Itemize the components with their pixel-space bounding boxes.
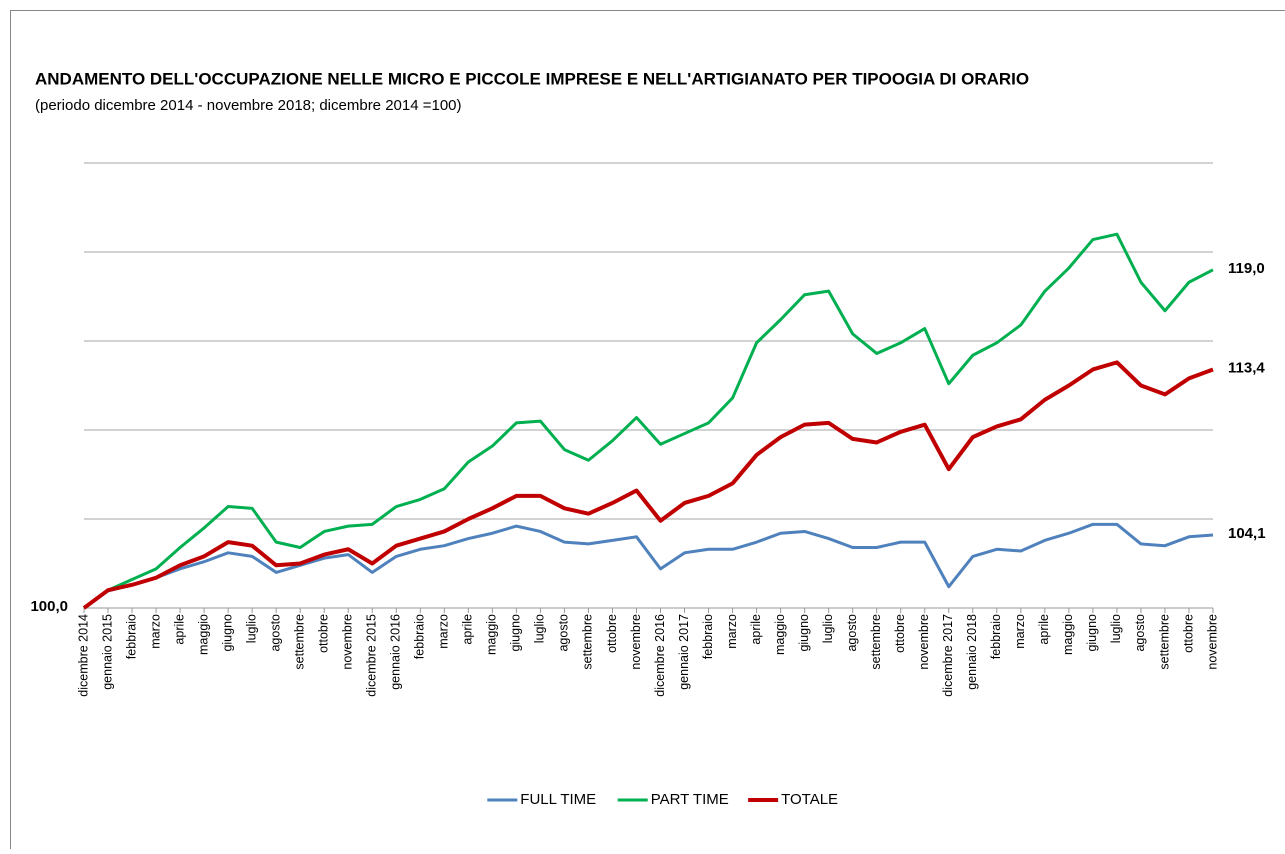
x-tick-label: marzo <box>725 614 739 649</box>
value-label: 100,0 <box>30 598 68 615</box>
x-tick-label: dicembre 2014 <box>76 614 90 697</box>
x-tick-label: settembre <box>869 614 883 670</box>
x-tick-label: maggio <box>485 614 499 655</box>
x-tick-label: marzo <box>148 614 162 649</box>
x-tick-label: gennaio 2015 <box>100 614 114 690</box>
x-tick-label: febbraio <box>124 614 138 659</box>
x-tick-label: ottobre <box>1181 614 1195 653</box>
x-tick-label: dicembre 2017 <box>941 614 955 697</box>
value-label: 104,1 <box>1228 525 1266 542</box>
x-tick-label: luglio <box>244 614 258 643</box>
x-tick-label: gennaio 2018 <box>965 614 979 690</box>
x-tick-label: aprile <box>1037 614 1051 645</box>
x-tick-label: febbraio <box>413 614 427 659</box>
x-tick-label: agosto <box>557 614 571 652</box>
x-tick-label: settembre <box>581 614 595 670</box>
x-tick-label: agosto <box>845 614 859 652</box>
x-tick-label: gennaio 2016 <box>389 614 403 690</box>
x-tick-label: settembre <box>1157 614 1171 670</box>
x-tick-label: aprile <box>461 614 475 645</box>
value-label: 113,4 <box>1228 359 1265 376</box>
x-tick-label: luglio <box>533 614 547 643</box>
x-tick-label: giugno <box>797 614 811 652</box>
x-tick-label: settembre <box>292 614 306 670</box>
x-tick-label: maggio <box>1061 614 1075 655</box>
x-tick-label: novembre <box>629 614 643 670</box>
x-tick-label: novembre <box>341 614 355 670</box>
x-tick-label: dicembre 2016 <box>653 614 667 697</box>
x-tick-label: luglio <box>1109 614 1123 643</box>
x-tick-label: giugno <box>1085 614 1099 652</box>
x-tick-label: marzo <box>437 614 451 649</box>
x-tick-label: giugno <box>220 614 234 652</box>
x-tick-label: ottobre <box>893 614 907 653</box>
x-tick-label: aprile <box>749 614 763 645</box>
x-tick-label: agosto <box>268 614 282 652</box>
series-line <box>84 362 1213 608</box>
x-tick-label: maggio <box>773 614 787 655</box>
x-tick-label: gennaio 2017 <box>677 614 691 690</box>
legend-label: PART TIME <box>651 791 729 808</box>
x-tick-label: agosto <box>1133 614 1147 652</box>
x-tick-label: febbraio <box>989 614 1003 659</box>
value-label: 119,0 <box>1228 260 1265 277</box>
legend-label: TOTALE <box>781 791 838 808</box>
x-tick-label: novembre <box>1205 614 1219 670</box>
series-line <box>84 524 1213 608</box>
x-tick-label: luglio <box>821 614 835 643</box>
x-tick-label: giugno <box>509 614 523 652</box>
chart-subtitle: (periodo dicembre 2014 - novembre 2018; … <box>35 97 462 114</box>
x-tick-label: marzo <box>1013 614 1027 649</box>
x-tick-label: ottobre <box>317 614 331 653</box>
x-tick-label: ottobre <box>605 614 619 653</box>
x-tick-label: febbraio <box>701 614 715 659</box>
x-tick-label: dicembre 2015 <box>365 614 379 697</box>
legend-label: FULL TIME <box>520 791 596 808</box>
x-tick-label: maggio <box>196 614 210 655</box>
x-tick-label: novembre <box>917 614 931 670</box>
chart-title: ANDAMENTO DELL'OCCUPAZIONE NELLE MICRO E… <box>35 69 1029 88</box>
x-tick-label: aprile <box>172 614 186 645</box>
